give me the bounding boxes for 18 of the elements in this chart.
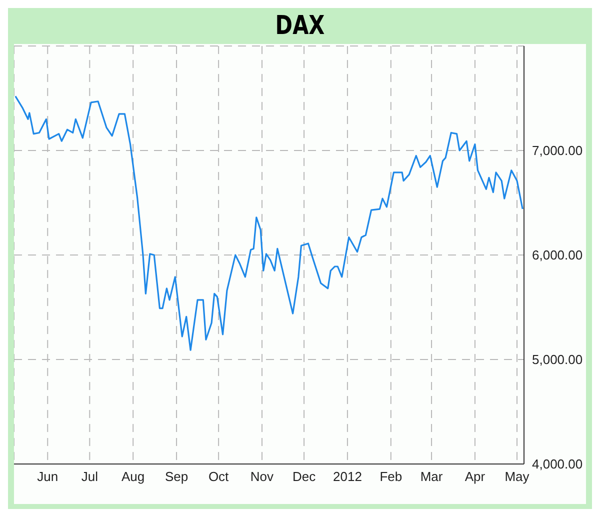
x-tick-label: 2012 <box>333 469 362 484</box>
x-tick-label: Dec <box>292 469 316 484</box>
chart-title: DAX <box>274 10 326 43</box>
x-tick-label: Feb <box>380 469 402 484</box>
y-tick-label: 7,000.00 <box>532 143 583 158</box>
y-tick-label: 5,000.00 <box>532 352 583 368</box>
y-tick-label: 4,000.00 <box>532 456 583 472</box>
x-tick-label: Apr <box>464 469 486 484</box>
y-tick-label: 6,000.00 <box>532 248 583 263</box>
x-tick-label: Oct <box>208 469 230 484</box>
x-tick-label: Jul <box>81 469 98 484</box>
x-tick-label: May <box>504 469 530 484</box>
x-tick-label: Jun <box>37 469 58 484</box>
x-tick-label: Sep <box>164 469 188 484</box>
x-tick-label: Aug <box>122 469 145 484</box>
x-tick-label: Nov <box>250 469 274 484</box>
x-tick-label: Mar <box>420 469 444 484</box>
line-series <box>14 95 524 351</box>
